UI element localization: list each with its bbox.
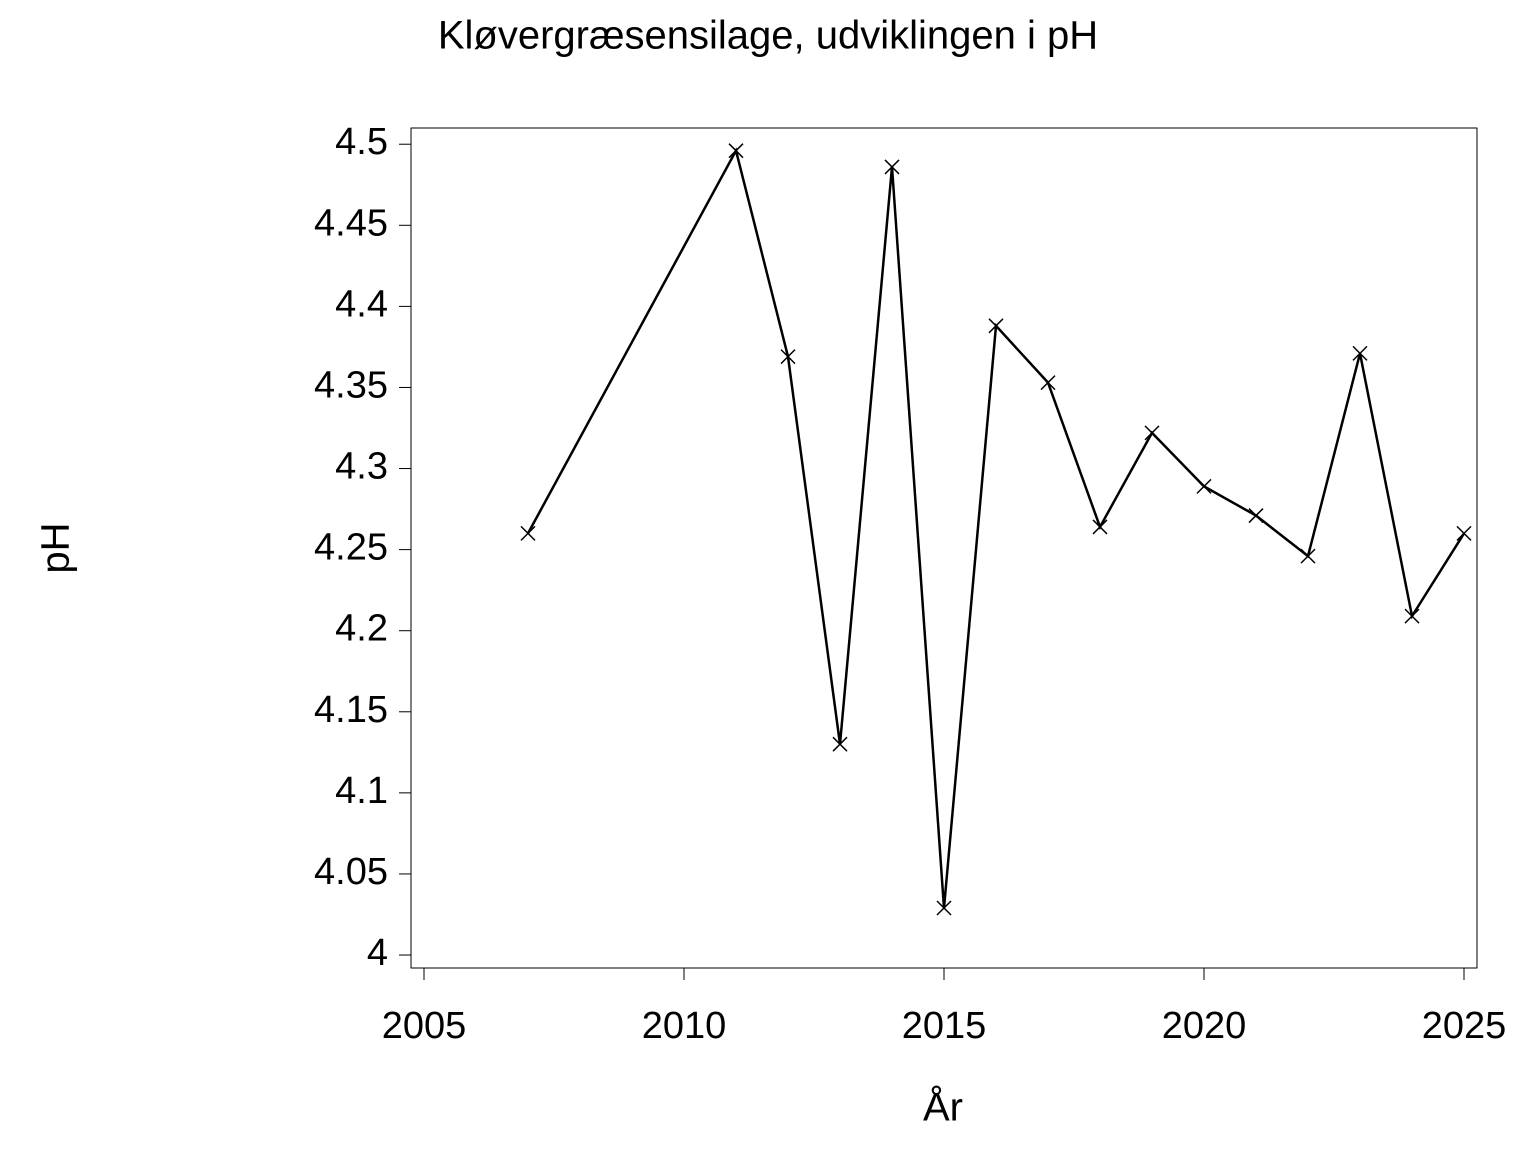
x-tick-label: 2015 [902, 1005, 987, 1047]
plot-frame [410, 127, 1478, 969]
y-tick-label: 4.45 [314, 202, 388, 244]
y-axis-label: pH [34, 522, 78, 573]
chart-title: Kløvergræsensilage, udviklingen i pH [438, 14, 1098, 58]
x-tick-label: 2025 [1422, 1005, 1507, 1047]
y-tick-label: 4.05 [314, 851, 388, 893]
y-tick-label: 4.15 [314, 689, 388, 731]
y-tick-label: 4.4 [335, 283, 388, 325]
marker [936, 900, 952, 916]
y-tick-label: 4.5 [335, 121, 388, 163]
marker [1092, 519, 1108, 535]
y-tick-label: 4.2 [335, 608, 388, 650]
marker [780, 349, 796, 365]
y-tick-label: 4.25 [314, 527, 388, 569]
marker [1144, 425, 1160, 441]
marker [1040, 375, 1056, 391]
marker [1196, 478, 1212, 494]
marker [1300, 548, 1316, 564]
marker [1248, 508, 1264, 524]
marker [832, 736, 848, 752]
line [526, 147, 1466, 909]
marker [1456, 525, 1472, 541]
x-axis-label: År [923, 1085, 963, 1130]
y-tick-label: 4.3 [335, 446, 388, 488]
x-tick-label: 2010 [642, 1005, 727, 1047]
x-tick-label: 2005 [382, 1005, 467, 1047]
marker [988, 318, 1004, 334]
x-tick-label: 2020 [1162, 1005, 1247, 1047]
marker [884, 159, 900, 175]
marker [1352, 345, 1368, 361]
y-tick-label: 4 [367, 932, 388, 974]
marker [728, 143, 744, 159]
y-tick-label: 4.1 [335, 770, 388, 812]
marker [520, 525, 536, 541]
y-tick-label: 4.35 [314, 364, 388, 406]
marker [1404, 608, 1420, 624]
